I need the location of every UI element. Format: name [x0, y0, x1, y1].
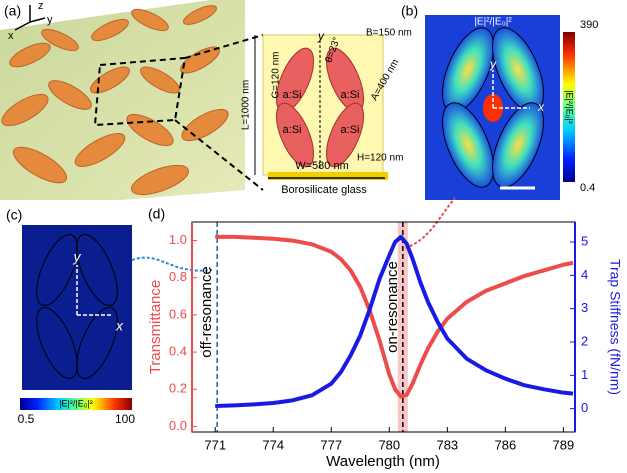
- connector: [131, 256, 213, 272]
- y-tick-label: 0.2: [169, 381, 187, 396]
- y2-tick-label: 4: [581, 267, 588, 282]
- y2-tick-label: 3: [581, 300, 588, 315]
- dimension: G=120 nm: [271, 52, 282, 99]
- annotation: off-resonance: [198, 266, 215, 357]
- axis-label: x: [8, 30, 14, 42]
- y2-tick-label: 0: [581, 400, 588, 415]
- x-tick-label: 771: [204, 437, 226, 452]
- x-tick-label: 780: [378, 437, 400, 452]
- x-tick-label: 786: [495, 437, 517, 452]
- material-label: a:Si: [341, 124, 360, 136]
- dimension: B=150 nm: [366, 28, 412, 39]
- panel-b: [425, 15, 575, 200]
- axis-label: x: [537, 100, 545, 114]
- inset: [254, 34, 388, 180]
- y-tick-label: 0.8: [169, 269, 187, 284]
- dimension: L=1000 nm: [241, 80, 252, 130]
- axis-label: z: [38, 0, 44, 12]
- substrate: [0, 0, 245, 200]
- y-axis-title: Transmittance: [147, 280, 164, 374]
- panel-label: (b): [401, 3, 418, 19]
- plot: off-resonance on-resonance 771 774 777 780 783…: [169, 221, 588, 452]
- y2-axis-title: Trap Stiffness (fN/nm): [607, 259, 623, 395]
- dimension: H=120 nm: [357, 153, 403, 164]
- annotation: on-resonance: [384, 261, 401, 353]
- colorbar-tick: 0.5: [18, 412, 35, 426]
- y-tick-label: 1.0: [169, 232, 187, 247]
- axis-label: y: [73, 249, 82, 265]
- colorbar-label: |E|²/|E₀|²: [59, 398, 93, 408]
- y2-tick-label: 5: [581, 233, 588, 248]
- axis-label: x: [115, 318, 124, 334]
- y-tick-label: 0.4: [169, 344, 187, 359]
- material-label: a:Si: [283, 124, 302, 136]
- colorbar-tick: 100: [115, 412, 135, 426]
- y-tick-label: 0.6: [169, 306, 187, 321]
- x-axis-title: Wavelength (nm): [326, 453, 440, 470]
- panel-a: [0, 0, 264, 200]
- panel-label: (d): [148, 206, 165, 222]
- axis-label: y: [489, 57, 497, 71]
- substrate-label: Borosilicate glass: [281, 184, 367, 196]
- material-label: a:Si: [283, 89, 302, 101]
- series-line: [215, 235, 574, 408]
- x-tick-label: 774: [262, 437, 284, 452]
- y-tick-label: 0.0: [169, 418, 187, 433]
- panel-c: [20, 225, 132, 410]
- x-tick-label: 789: [553, 437, 575, 452]
- colorbar-label: |E|²/|E₀|²: [474, 17, 512, 28]
- panel-label: (a): [4, 3, 21, 19]
- series-line: [215, 234, 574, 399]
- axis-label: y: [317, 29, 325, 43]
- panel-label: (c): [6, 207, 22, 223]
- colorbar-tick: 0.4: [580, 182, 595, 194]
- material-label: a:Si: [341, 89, 360, 101]
- dimension: W=580 nm: [295, 160, 349, 172]
- colorbar-tick: 390: [580, 19, 598, 31]
- colorbar-label: |E|²/|E₀|²: [565, 90, 575, 124]
- connector: [404, 197, 456, 249]
- x-tick-label: 783: [436, 437, 458, 452]
- x-tick-label: 777: [320, 437, 342, 452]
- y2-tick-label: 1: [581, 367, 588, 382]
- axis-label: y: [47, 14, 53, 26]
- y2-tick-label: 2: [581, 333, 588, 348]
